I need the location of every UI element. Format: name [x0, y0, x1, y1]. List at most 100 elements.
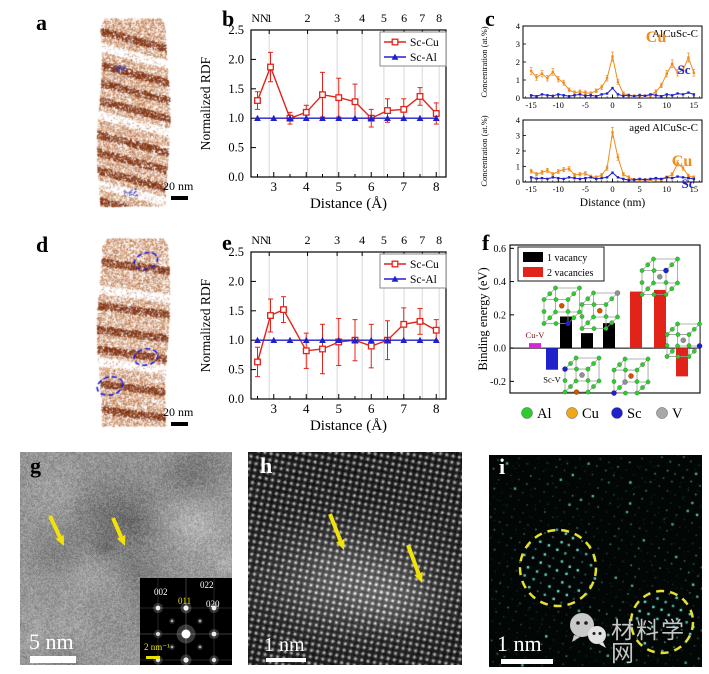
- panel-f-label: f: [482, 230, 490, 255]
- svg-text:Cu: Cu: [672, 153, 693, 170]
- svg-text:NN: NN: [251, 233, 269, 247]
- svg-text:5: 5: [381, 233, 387, 247]
- fft-scale-label: 2 nm⁻¹: [144, 642, 170, 652]
- bar-3: [581, 333, 593, 349]
- svg-text:4: 4: [359, 233, 365, 247]
- panel-d: d 20 nm: [0, 230, 196, 446]
- svg-text:2.5: 2.5: [228, 23, 244, 37]
- svg-text:0.5: 0.5: [228, 141, 244, 155]
- svg-text:0: 0: [516, 177, 520, 187]
- svg-text:5: 5: [336, 401, 343, 416]
- series-Sc: [529, 86, 696, 98]
- watermark: 材料学网: [567, 607, 702, 665]
- series-Cu: [529, 51, 696, 98]
- svg-text:1.5: 1.5: [228, 82, 244, 96]
- svg-text:7: 7: [419, 11, 425, 25]
- svg-text:2.5: 2.5: [228, 245, 244, 259]
- svg-text:3: 3: [271, 401, 278, 416]
- svg-text:2: 2: [305, 11, 311, 25]
- svg-text:Distance (nm): Distance (nm): [580, 197, 646, 209]
- dashed-circle-small: [629, 589, 695, 655]
- svg-text:NN: NN: [251, 11, 269, 25]
- panel-i: i 1 nm 材料学网: [489, 455, 702, 667]
- panel-g: g 5 nm 002 022 011 020 2 nm⁻¹: [20, 452, 232, 665]
- svg-text:Sc-V: Sc-V: [543, 375, 561, 385]
- binding-energy-chart: -0.2 0.0 0.2 0.4 0.6 Binding energy (eV) Cu-V S…: [478, 244, 703, 422]
- svg-text:Normalized RDF: Normalized RDF: [198, 56, 213, 150]
- panel-i-label: i: [499, 455, 506, 479]
- svg-text:8: 8: [436, 11, 442, 25]
- svg-text:3: 3: [334, 11, 340, 25]
- crystal-structure-inset: [664, 321, 703, 360]
- scalebar-g-label: 5 nm: [29, 629, 74, 654]
- svg-text:0.0: 0.0: [228, 392, 244, 406]
- svg-text:5: 5: [637, 184, 641, 194]
- scalebar-h: [266, 658, 306, 662]
- svg-text:8: 8: [436, 233, 442, 247]
- svg-text:-15: -15: [525, 100, 536, 110]
- svg-text:AlCuSc-C: AlCuSc-C: [652, 28, 698, 40]
- svg-text:0.0: 0.0: [228, 170, 244, 184]
- svg-text:4: 4: [303, 401, 310, 416]
- series-Sc: [529, 171, 696, 182]
- panel-h-label: h: [260, 453, 273, 478]
- svg-text:3: 3: [334, 233, 340, 247]
- svg-text:2.0: 2.0: [228, 52, 244, 66]
- concentration-chart-aged: 0 1 2 3 4 -15 -10 -5 0 5 10 15 aged AlCuSc-C Concentr…: [479, 115, 703, 209]
- fft-pattern: [140, 578, 232, 665]
- fft-scalebar: [146, 656, 160, 659]
- svg-text:0.0: 0.0: [494, 344, 507, 355]
- haadf-image-h: [248, 452, 462, 665]
- svg-text:V: V: [672, 406, 683, 422]
- panel-a-label: a: [36, 10, 47, 35]
- svg-text:Sc: Sc: [678, 62, 691, 77]
- wechat-icon: [570, 613, 606, 648]
- svg-text:2: 2: [516, 146, 520, 156]
- svg-text:10: 10: [662, 184, 671, 194]
- svg-text:-10: -10: [553, 100, 564, 110]
- scalebar-d-label: 20 nm: [163, 405, 194, 419]
- svg-text:Sc: Sc: [682, 176, 695, 191]
- svg-text:2 vacancies: 2 vacancies: [547, 268, 593, 279]
- svg-text:1.0: 1.0: [228, 111, 244, 125]
- fft-label-002: 002: [154, 587, 168, 597]
- panel-a: a 20 nm: [0, 8, 196, 230]
- svg-text:aged AlCuSc-C: aged AlCuSc-C: [629, 122, 698, 134]
- svg-text:Normalized RDF: Normalized RDF: [198, 278, 213, 372]
- svg-text:-5: -5: [582, 100, 589, 110]
- svg-text:3: 3: [271, 179, 278, 194]
- panel-b: 1 2 3 4 5 6 7 8 NN 0.0 0.5 1.0 1.5 2.0 2.5 3 4 5 6 7 8 Distan…: [196, 8, 460, 222]
- svg-text:0.6: 0.6: [494, 244, 507, 255]
- svg-text:10: 10: [662, 100, 671, 110]
- svg-text:7: 7: [419, 233, 425, 247]
- panel-b-label: b: [222, 6, 235, 31]
- svg-text:-5: -5: [582, 184, 589, 194]
- apt-reconstruction-d: [90, 236, 176, 428]
- svg-text:Concentration (at.%): Concentration (at.%): [479, 115, 489, 186]
- svg-text:0.4: 0.4: [494, 277, 507, 288]
- panel-e: 1 2 3 4 5 6 7 8 NN 0.0 0.5 1.0 1.5 2.0 2.5 3 4 5 6 7 8 Distan…: [196, 230, 460, 444]
- bar-Sc-V: [546, 348, 558, 370]
- svg-text:-0.2: -0.2: [490, 377, 506, 388]
- bar-7: [676, 348, 688, 377]
- scalebar-a-label: 20 nm: [163, 179, 194, 193]
- svg-text:6: 6: [368, 179, 375, 194]
- panel-c-label: c: [485, 6, 495, 31]
- svg-text:7: 7: [401, 179, 408, 194]
- svg-text:1 vacancy: 1 vacancy: [547, 253, 587, 264]
- fft-label-020: 020: [206, 599, 220, 609]
- svg-text:Sc-Al: Sc-Al: [410, 274, 437, 286]
- svg-text:3: 3: [516, 39, 520, 49]
- crystal-structure-inset: [611, 356, 651, 396]
- dashed-circle-large: [518, 528, 598, 608]
- svg-text:4: 4: [516, 115, 521, 125]
- watermark-text: 材料学网: [611, 617, 686, 666]
- panel-g-label: g: [30, 453, 41, 478]
- svg-text:5: 5: [336, 179, 343, 194]
- svg-text:6: 6: [401, 11, 407, 25]
- svg-text:6: 6: [401, 233, 407, 247]
- scalebar-i: [501, 659, 553, 664]
- crystal-structure-inset: [541, 285, 582, 327]
